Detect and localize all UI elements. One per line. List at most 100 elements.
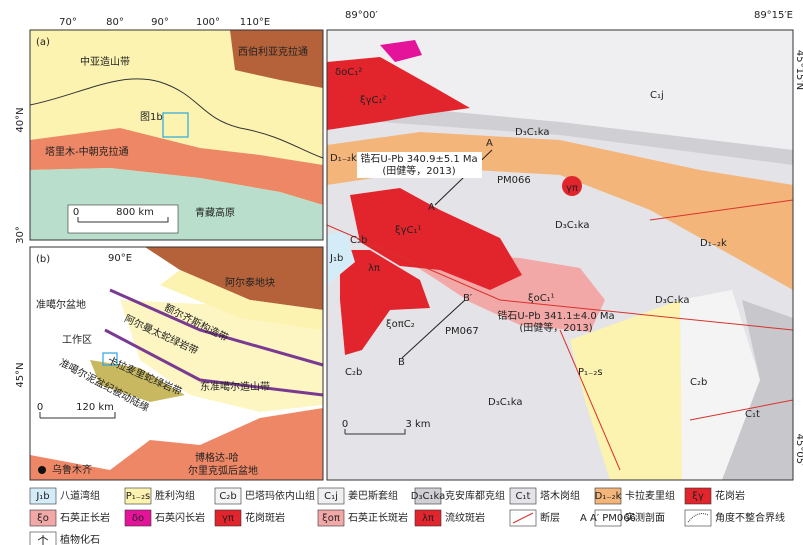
unit-label: ξγC₁² — [360, 95, 387, 106]
legend-symbol: C₂b — [219, 491, 236, 502]
kalamaili-ophiolite — [104, 328, 324, 397]
irtysh-zone — [160, 270, 323, 330]
legend-swatch — [124, 509, 152, 527]
main-map — [326, 29, 794, 481]
unit-label: 博格达-哈 — [195, 451, 239, 464]
scale-label: 800 km — [116, 207, 154, 218]
lon-tick: 110°E — [240, 17, 270, 28]
lon-tick: 90° — [151, 17, 169, 28]
rhyolite-porphyry — [340, 250, 430, 355]
scale-bar — [77, 217, 169, 223]
lon-tick: 89°00′ — [345, 10, 378, 21]
scale-label: 0 — [73, 207, 79, 218]
granite-center — [350, 188, 522, 290]
legend-name: 八道湾组 — [60, 489, 100, 502]
unit-label: λπ — [368, 263, 380, 274]
unit-label: D₃C₁ka — [515, 127, 549, 138]
region-label: 中亚造山带 — [80, 55, 130, 68]
legend-name: 塔木岗组 — [540, 489, 580, 502]
age-label: 锆石U-Pb 341.1±4.0 Ma — [497, 309, 614, 322]
scale-label: 120 km — [76, 402, 114, 413]
unit-label: 尔里克弧后盆地 — [188, 464, 258, 477]
legend-fossil — [37, 535, 49, 545]
p12s — [570, 300, 682, 480]
legend-symbol: ξγ — [692, 491, 704, 502]
lon-tick: 100° — [196, 17, 220, 28]
unit-label: P₁₋₂s — [578, 367, 603, 378]
legend-swatch — [594, 509, 622, 527]
frame — [29, 29, 324, 241]
panel-label: (b) — [36, 254, 50, 265]
tarim-craton — [30, 128, 323, 205]
inset-label: 图1b — [140, 111, 163, 123]
legend-symbol: A A′ PM066 — [580, 513, 636, 524]
age-box — [357, 152, 482, 178]
frame — [29, 246, 324, 481]
age-ref: (田健等，2013) — [519, 321, 592, 334]
study-area — [102, 352, 118, 366]
legend-name: 流纹斑岩 — [445, 511, 485, 524]
lat-tick: 45°15′N — [794, 50, 803, 90]
legend-swatch — [594, 487, 622, 505]
unit-label: D₁₋₂k — [330, 153, 357, 164]
unit-label: D₃C₁ka — [555, 220, 589, 231]
legend-name: 巴塔玛依内山组 — [245, 489, 315, 502]
region-label: 青藏高原 — [195, 206, 235, 219]
lon-tick: 90°E — [108, 253, 132, 264]
siberia-craton — [230, 30, 323, 88]
bogda-basin — [30, 408, 323, 480]
legend-symbol: ξο — [37, 513, 49, 524]
d3c1ka-strip — [327, 100, 793, 165]
scale-box — [67, 204, 179, 234]
legend-swatch — [29, 487, 57, 505]
city-label: 乌鲁木齐 — [52, 463, 92, 476]
unit-label: J₁b — [329, 253, 343, 264]
section-label: B — [398, 357, 405, 368]
unit-label: C₂b — [345, 367, 362, 378]
legend-name: 植物化石 — [60, 533, 100, 545]
legend-swatch — [684, 509, 712, 527]
scale-label: 0 — [37, 402, 43, 413]
legend-symbol: δο — [132, 513, 144, 524]
legend-swatch — [214, 487, 242, 505]
lon-tick: 70° — [59, 17, 77, 28]
scale-label: 3 km — [405, 419, 430, 430]
section-label: PM067 — [445, 326, 479, 337]
scale-bar — [39, 412, 116, 419]
lon-tick: 89°15′E — [754, 10, 793, 21]
legend-swatch — [509, 487, 537, 505]
city-dot — [38, 466, 46, 474]
unit-label: C₂b — [350, 235, 367, 246]
d12k — [327, 132, 793, 290]
unit-label: 工作区 — [62, 334, 92, 346]
unit-label: ξοπC₂ — [386, 319, 415, 330]
section-label: A′ — [428, 202, 438, 213]
unit-label: D₃C₁ka — [655, 295, 689, 306]
j1b — [327, 230, 355, 285]
diorite — [380, 40, 422, 62]
unit-label: 准噶尔盆地 — [36, 298, 86, 311]
panel-b — [29, 246, 324, 481]
armantai-ophiolite — [109, 288, 324, 367]
unit-label: 阿尔泰地块 — [225, 276, 275, 289]
legend-name: 卡拉麦里组 — [625, 489, 675, 502]
inset-box — [162, 112, 189, 138]
legend-swatch — [414, 487, 442, 505]
legend-symbol: ξοπ — [322, 513, 340, 524]
legend-swatch — [29, 509, 57, 527]
legend: J₁b 八道湾组 P₁₋₂s 胜利沟组 C₂b 巴塔玛依内山组 C₁j 姜巴斯套组 D₃C₁ka… — [29, 487, 785, 545]
boundary — [29, 78, 324, 159]
legend-swatch — [317, 509, 345, 527]
legend-symbol: D₃C₁ka — [411, 491, 445, 502]
section-label: PM066 — [497, 175, 531, 186]
unit-label: γπ — [566, 183, 578, 194]
legend-name: 石英闪长岩 — [155, 511, 205, 524]
age-ref: (田健等，2013) — [382, 164, 455, 177]
altai-block — [145, 247, 323, 310]
legend-swatch — [414, 509, 442, 527]
legend-name: 实测剖面 — [625, 511, 665, 524]
lat-tick: 30° — [15, 226, 26, 244]
legend-symbol: P₁₋₂s — [126, 491, 151, 502]
legend-unconformity — [687, 513, 709, 523]
